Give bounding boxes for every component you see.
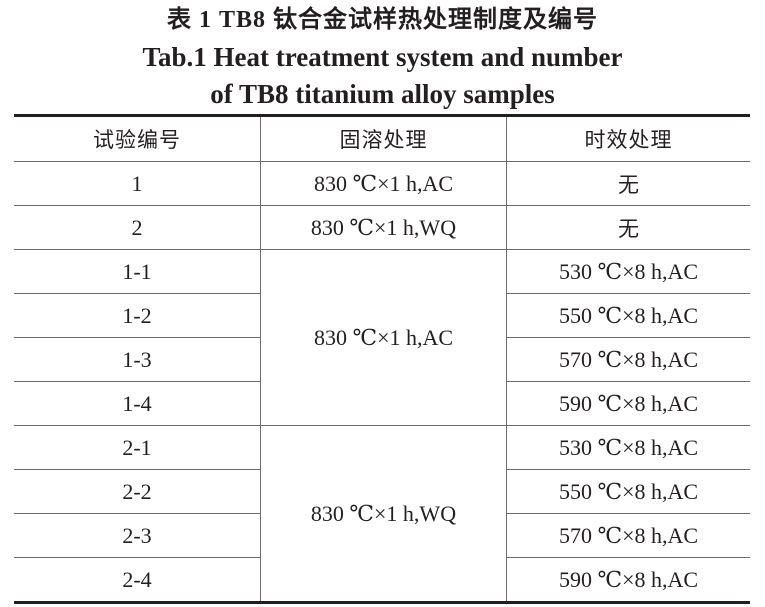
table-row: 2-4 590 ℃×8 h,AC <box>14 557 750 603</box>
sample-id: 2-3 <box>14 513 261 558</box>
table-row: 2 830 ℃×1 h,WQ 无 <box>14 205 750 250</box>
aging-treatment: 530 ℃×8 h,AC <box>506 425 750 470</box>
table-row: 1-1 830 ℃×1 h,AC 530 ℃×8 h,AC <box>14 249 750 426</box>
aging-treatment: 550 ℃×8 h,AC <box>506 469 750 514</box>
sample-id: 1-1 <box>14 249 261 294</box>
aging-treatment: 无 <box>506 161 750 206</box>
header-solution-treatment: 固溶处理 <box>260 115 507 162</box>
header-aging-treatment: 时效处理 <box>506 115 750 162</box>
aging-treatment: 550 ℃×8 h,AC <box>506 293 750 338</box>
sample-id: 1 <box>14 161 261 206</box>
table-row: 1 830 ℃×1 h,AC 无 <box>14 161 750 206</box>
solution-treatment-group-2: 830 ℃×1 h,WQ <box>260 425 507 603</box>
header-sample-id: 试验编号 <box>14 115 261 162</box>
table-row: 1-3 570 ℃×8 h,AC <box>14 337 750 382</box>
aging-treatment: 590 ℃×8 h,AC <box>506 557 750 603</box>
table-row: 1-2 550 ℃×8 h,AC <box>14 293 750 338</box>
table-title-english-line1: Tab.1 Heat treatment system and number <box>142 42 623 72</box>
table-title-english-line2: of TB8 titanium alloy samples <box>210 79 555 109</box>
sample-id: 1-3 <box>14 337 261 382</box>
table-row: 2-1 830 ℃×1 h,WQ 530 ℃×8 h,AC <box>14 425 750 603</box>
sample-id: 2-2 <box>14 469 261 514</box>
sample-id: 2-4 <box>122 566 152 592</box>
solution-treatment: 830 ℃×1 h,AC <box>260 161 507 206</box>
sample-id: 2-1 <box>14 425 261 470</box>
aging-treatment: 570 ℃×8 h,AC <box>506 513 750 558</box>
header-row: 试验编号 固溶处理 时效处理 <box>14 115 750 162</box>
aging-treatment: 570 ℃×8 h,AC <box>506 337 750 382</box>
table-title-chinese: 表 1 TB8 钛合金试样热处理制度及编号 <box>166 7 598 33</box>
table-row: 2-3 570 ℃×8 h,AC <box>14 513 750 558</box>
sample-id: 1-4 <box>14 381 261 426</box>
sample-id: 2 <box>14 205 261 250</box>
aging-treatment: 530 ℃×8 h,AC <box>506 249 750 294</box>
aging-treatment: 无 <box>506 205 750 250</box>
heat-treatment-table: 试验编号 固溶处理 时效处理 1 830 ℃×1 h,AC 无 2 830 ℃×… <box>14 114 750 604</box>
aging-treatment: 590 ℃×8 h,AC <box>506 381 750 426</box>
solution-treatment: 830 ℃×1 h,WQ <box>260 205 507 250</box>
table-row: 2-2 550 ℃×8 h,AC <box>14 469 750 514</box>
table-row: 1-4 590 ℃×8 h,AC <box>14 381 750 426</box>
sample-id: 1-2 <box>14 293 261 338</box>
solution-treatment-group-1: 830 ℃×1 h,AC <box>260 249 507 426</box>
